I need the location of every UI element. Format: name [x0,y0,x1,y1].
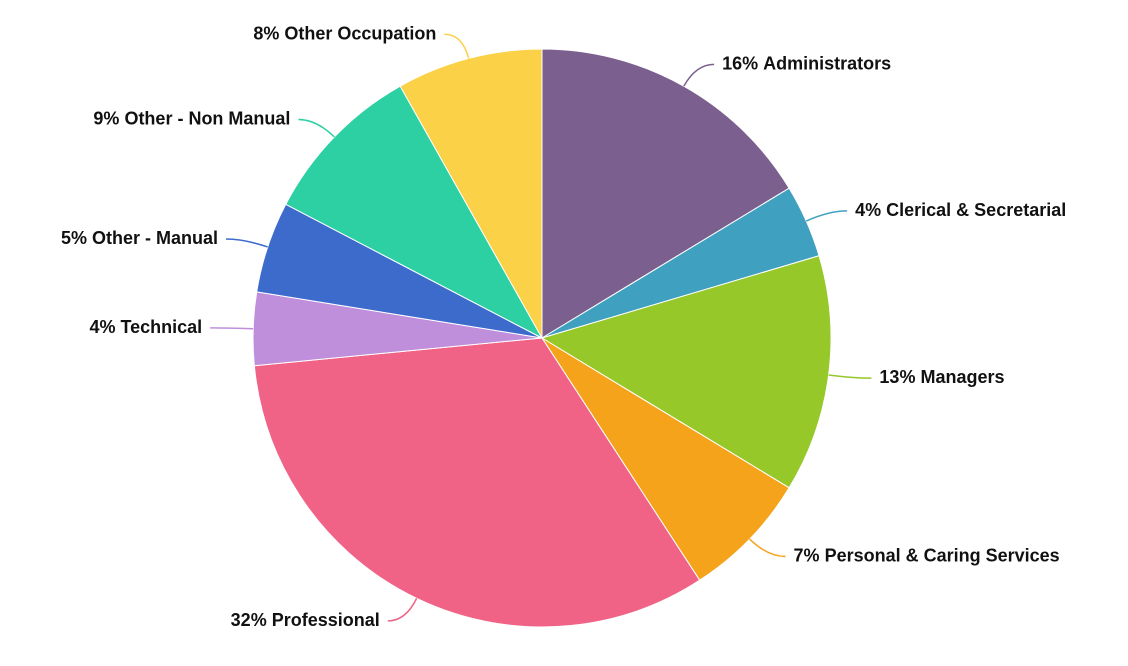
slice-label: 9% Other - Non Manual [93,108,290,128]
category-label: Personal & Caring Services [825,545,1060,565]
category-label: Administrators [763,53,891,73]
value-label: 32% [231,610,267,630]
category-label: Technical [120,317,202,337]
value-label: 5% [61,228,87,248]
slice-label: 5% Other - Manual [61,228,218,248]
value-label: 16% [722,53,758,73]
leader-line [210,327,254,330]
pie-slice [541,337,790,581]
category-label: Clerical & Secretarial [886,200,1066,220]
value-label: 4% [855,200,881,220]
value-label: 7% [794,545,820,565]
pie-slice [541,48,790,339]
leader-line [683,63,715,87]
leader-line [749,538,786,558]
pie-slice [285,85,544,340]
leader-line [387,598,418,622]
category-label: Other Occupation [284,23,436,43]
value-label: 13% [879,367,915,387]
leader-line [225,238,268,248]
slice-label: 13% Managers [879,367,1004,387]
slice-label: 8% Other Occupation [253,23,436,43]
value-label: 9% [93,108,119,128]
slice-label: 32% Professional [231,610,380,630]
leader-line [805,210,848,222]
value-label: 8% [253,23,279,43]
slice-label: 7% Personal & Caring Services [794,545,1060,565]
slice-label: 4% Clerical & Secretarial [855,200,1066,220]
leader-line [828,374,872,379]
category-label: Managers [920,367,1004,387]
slice-label: 16% Administrators [722,53,891,73]
category-label: Other - Non Manual [124,108,290,128]
pie-slice [540,255,832,489]
leader-line [444,33,470,59]
leader-line [298,118,335,138]
category-label: Professional [272,610,380,630]
pie-slice [399,48,543,340]
slice-label: 4% Technical [89,317,202,337]
value-label: 4% [89,317,115,337]
category-label: Other - Manual [92,228,218,248]
